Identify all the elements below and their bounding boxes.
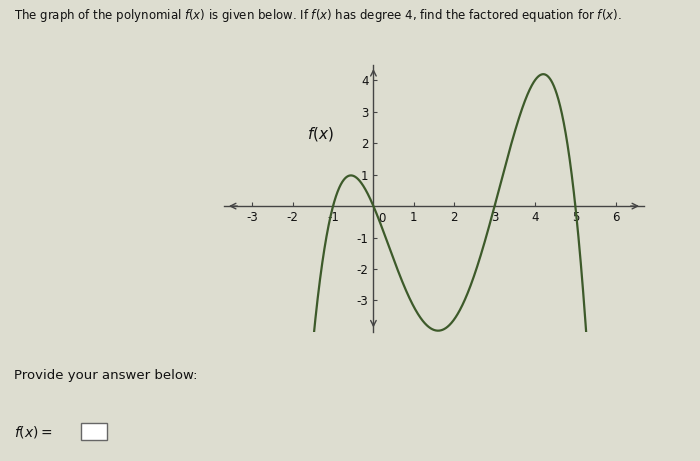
Text: $f(x)$: $f(x)$ bbox=[307, 125, 335, 143]
Text: $f(x) =$: $f(x) =$ bbox=[14, 424, 52, 440]
Text: Provide your answer below:: Provide your answer below: bbox=[14, 369, 197, 382]
Text: The graph of the polynomial $f(x)$ is given below. If $f(x)$ has degree 4, find : The graph of the polynomial $f(x)$ is gi… bbox=[14, 7, 622, 24]
Text: 0: 0 bbox=[378, 212, 386, 225]
